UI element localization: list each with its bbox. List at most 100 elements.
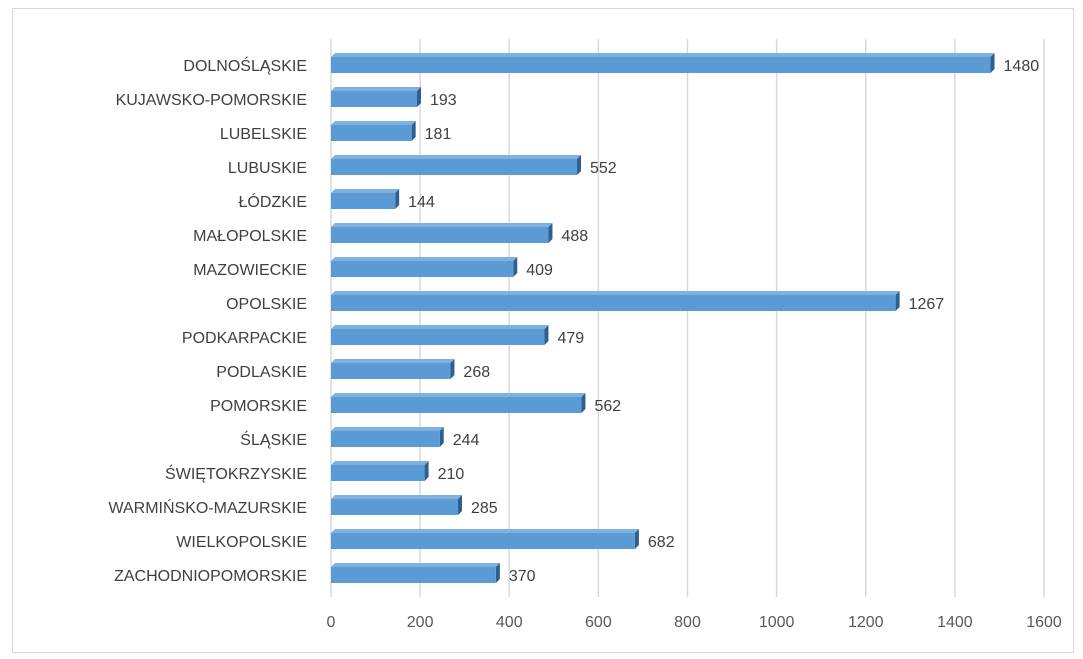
category-label: PODKARPACKIE <box>182 330 307 347</box>
value-label: 268 <box>463 364 490 381</box>
x-tick-label: 600 <box>585 614 612 631</box>
x-tick-label: 200 <box>407 614 434 631</box>
bar-front-face <box>331 567 496 583</box>
bar <box>331 257 518 277</box>
bar-side-face <box>576 155 581 175</box>
x-tick-label: 1400 <box>937 614 973 631</box>
category-label: ŚLĄSKIE <box>240 430 307 449</box>
x-tick-label: 1600 <box>1026 614 1062 631</box>
category-label: WIELKOPOLSKIE <box>176 534 307 551</box>
category-label: POMORSKIE <box>210 398 307 415</box>
bar-top-face <box>331 189 400 193</box>
bar-front-face <box>331 533 635 549</box>
value-label: 682 <box>648 534 675 551</box>
gridlines <box>330 39 1045 597</box>
x-tick-label: 1000 <box>759 614 795 631</box>
bar <box>331 359 455 379</box>
bar <box>331 189 400 209</box>
bar-side-face <box>990 53 995 73</box>
x-tick-label: 400 <box>496 614 523 631</box>
category-label: PODLASKIE <box>216 364 307 381</box>
bar <box>331 461 429 481</box>
category-label: ŁÓDZKIE <box>239 192 307 211</box>
bar-front-face <box>331 159 577 175</box>
bar-side-face <box>513 257 518 277</box>
bar-top-face <box>331 291 900 295</box>
bar-front-face <box>331 499 459 515</box>
bar <box>331 155 581 175</box>
bar-top-face <box>331 461 429 465</box>
bar-chart: DOLNOŚLĄSKIE KUJAWSKO-POMORSKIE LUBELSKIE L… <box>108 39 1062 631</box>
bar-top-face <box>331 121 416 125</box>
bar <box>331 325 549 345</box>
value-label: 488 <box>561 228 588 245</box>
bar-top-face <box>331 393 586 397</box>
bar-front-face <box>331 465 425 481</box>
category-label: ZACHODNIOPOMORSKIE <box>114 568 307 585</box>
category-label: KUJAWSKO-POMORSKIE <box>116 92 307 109</box>
x-tick-label: 1200 <box>848 614 884 631</box>
bar-front-face <box>331 329 545 345</box>
bars <box>331 53 995 583</box>
value-label: 210 <box>438 466 465 483</box>
value-label: 144 <box>408 194 435 211</box>
x-axis-tick-labels: 0 200 400 600 800 1000 1200 1400 1600 <box>327 614 1062 631</box>
category-label: WARMIŃSKO-MAZURSKIE <box>108 498 307 517</box>
bar-front-face <box>331 57 991 73</box>
bar-front-face <box>331 193 396 209</box>
bar-top-face <box>331 359 455 363</box>
bar-front-face <box>331 125 412 141</box>
bar <box>331 291 900 311</box>
bar <box>331 87 422 107</box>
bar-front-face <box>331 295 896 311</box>
bar-side-face <box>450 359 455 379</box>
category-label: MAZOWIECKIE <box>193 262 307 279</box>
bar-side-face <box>417 87 422 107</box>
bar-side-face <box>458 495 463 515</box>
x-tick-label: 800 <box>674 614 701 631</box>
bar-top-face <box>331 325 549 329</box>
bar-side-face <box>439 427 444 447</box>
bar-side-face <box>395 189 400 209</box>
x-tick-label: 0 <box>327 614 336 631</box>
bar-top-face <box>331 529 639 533</box>
bar-top-face <box>331 563 500 567</box>
value-label: 370 <box>509 568 536 585</box>
bar-front-face <box>331 261 514 277</box>
bar-top-face <box>331 495 463 499</box>
bar-top-face <box>331 223 553 227</box>
bar-side-face <box>495 563 500 583</box>
bar-side-face <box>411 121 416 141</box>
bar <box>331 121 416 141</box>
bar <box>331 223 553 243</box>
category-label: LUBELSKIE <box>220 126 307 143</box>
value-label: 552 <box>590 160 617 177</box>
category-label: MAŁOPOLSKIE <box>193 228 307 245</box>
value-label: 193 <box>430 92 457 109</box>
category-label: LUBUSKIE <box>228 160 307 177</box>
value-labels: 1480 193 181 552 144 488 409 1267 479 268 562 244 21… <box>408 58 1039 585</box>
bar-top-face <box>331 257 518 261</box>
bar <box>331 393 586 413</box>
bar-top-face <box>331 427 444 431</box>
value-label: 409 <box>526 262 553 279</box>
category-label: ŚWIĘTOKRZYSKIE <box>165 464 307 483</box>
bar-front-face <box>331 227 549 243</box>
value-label: 1267 <box>909 296 945 313</box>
value-label: 562 <box>594 398 621 415</box>
category-label: OPOLSKIE <box>226 296 307 313</box>
value-label: 181 <box>425 126 452 143</box>
value-label: 1480 <box>1004 58 1040 75</box>
bar <box>331 427 444 447</box>
bar <box>331 495 463 515</box>
bar-front-face <box>331 397 582 413</box>
value-label: 479 <box>557 330 584 347</box>
bar-front-face <box>331 363 451 379</box>
bar-front-face <box>331 91 418 107</box>
bar-side-face <box>581 393 586 413</box>
bar-side-face <box>634 529 639 549</box>
bar-side-face <box>544 325 549 345</box>
bar-side-face <box>895 291 900 311</box>
chart-frame: DOLNOŚLĄSKIE KUJAWSKO-POMORSKIE LUBELSKIE L… <box>12 8 1074 653</box>
value-label: 244 <box>453 432 480 449</box>
